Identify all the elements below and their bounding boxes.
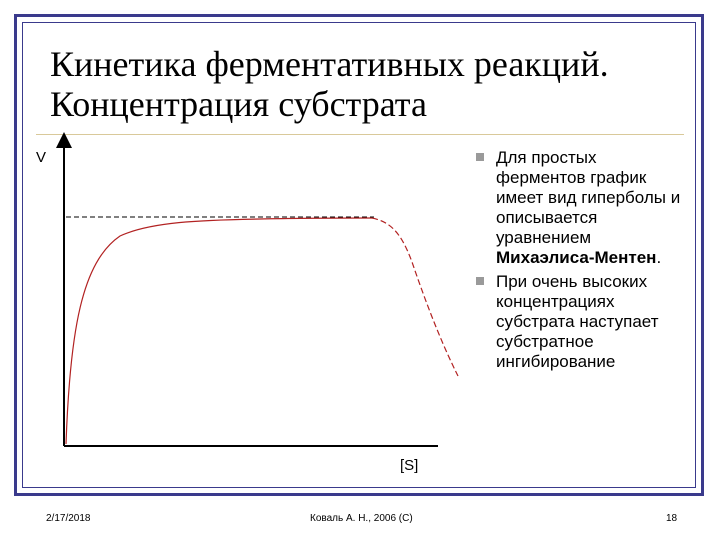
bullet-square-icon	[476, 153, 484, 161]
title-divider	[36, 134, 684, 135]
x-axis-label: [S]	[400, 457, 418, 474]
bullet-square-icon	[476, 277, 484, 285]
bullet-text-after: .	[656, 248, 662, 267]
bullet-bold-text: Михаэлиса-Ментен	[496, 248, 657, 267]
slide-frame-inner	[22, 22, 696, 488]
y-axis-label: V	[36, 149, 46, 166]
title-line-1: Кинетика ферментативных реакций.	[50, 44, 609, 84]
footer-page-number: 18	[666, 513, 678, 524]
bullet-text: При очень высоких концентрациях субстрат…	[496, 272, 659, 371]
bullet-item: При очень высоких концентрациях субстрат…	[476, 272, 686, 372]
michaelis-menten-curve	[65, 217, 373, 445]
bullet-item: Для простых ферментов график имеет вид г…	[476, 148, 686, 268]
title-line-2: Концентрация субстрата	[50, 84, 427, 124]
substrate-inhibition-curve	[371, 217, 459, 377]
bullet-text: Для простых ферментов график имеет вид г…	[496, 148, 681, 247]
slide-frame-outer	[14, 14, 704, 496]
bullet-list: Для простых ферментов график имеет вид г…	[476, 148, 686, 376]
slide-title: Кинетика ферментативных реакций. Концент…	[50, 44, 690, 124]
footer-author: Коваль А. Н., 2006 (С)	[310, 513, 413, 524]
footer-date: 2/17/2018	[46, 513, 91, 524]
